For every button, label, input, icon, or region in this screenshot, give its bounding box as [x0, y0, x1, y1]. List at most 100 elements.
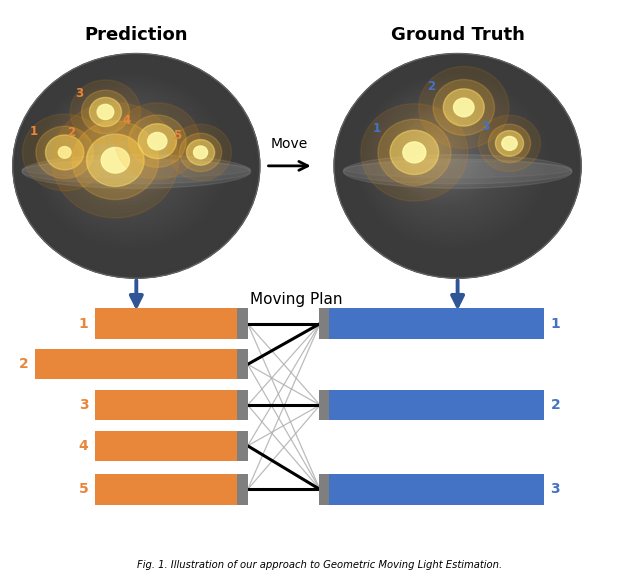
- Text: 3: 3: [550, 482, 560, 496]
- Text: 2: 2: [67, 126, 75, 139]
- Ellipse shape: [22, 161, 251, 178]
- Circle shape: [415, 127, 465, 172]
- Circle shape: [90, 97, 122, 126]
- Circle shape: [63, 100, 187, 212]
- Circle shape: [422, 134, 454, 162]
- Circle shape: [355, 72, 552, 251]
- Bar: [319, 390, 329, 420]
- Circle shape: [337, 56, 577, 275]
- Circle shape: [428, 139, 446, 155]
- Circle shape: [109, 141, 122, 152]
- Circle shape: [364, 81, 538, 239]
- Text: Move: Move: [271, 137, 308, 151]
- Bar: [321, 390, 544, 420]
- Ellipse shape: [343, 155, 572, 189]
- Circle shape: [420, 132, 457, 165]
- Circle shape: [408, 120, 476, 182]
- Circle shape: [357, 74, 548, 249]
- Circle shape: [405, 118, 479, 186]
- Circle shape: [502, 136, 517, 150]
- Text: 3: 3: [79, 398, 88, 412]
- Circle shape: [58, 95, 195, 219]
- Bar: [319, 308, 329, 339]
- Text: Fig. 1. Illustration of our approach to Geometric Moving Light Estimation.: Fig. 1. Illustration of our approach to …: [138, 559, 502, 570]
- Circle shape: [367, 83, 534, 235]
- Circle shape: [403, 142, 426, 163]
- Circle shape: [430, 141, 443, 152]
- Ellipse shape: [22, 159, 251, 184]
- Circle shape: [111, 143, 118, 149]
- Bar: [237, 431, 248, 461]
- Circle shape: [170, 124, 232, 180]
- Circle shape: [18, 58, 253, 272]
- Circle shape: [413, 125, 468, 176]
- Circle shape: [400, 113, 486, 192]
- Circle shape: [81, 116, 161, 189]
- Circle shape: [419, 66, 509, 148]
- Circle shape: [43, 81, 216, 239]
- Circle shape: [179, 133, 221, 172]
- Ellipse shape: [22, 155, 251, 189]
- Circle shape: [148, 133, 167, 150]
- Bar: [95, 431, 246, 461]
- Circle shape: [390, 104, 501, 205]
- Circle shape: [342, 61, 570, 268]
- Circle shape: [390, 130, 438, 175]
- Bar: [95, 308, 246, 339]
- Circle shape: [48, 86, 209, 232]
- Text: 2: 2: [427, 80, 435, 93]
- Text: 3: 3: [75, 87, 83, 100]
- Circle shape: [372, 88, 527, 229]
- Circle shape: [72, 121, 159, 200]
- Circle shape: [15, 56, 256, 275]
- Circle shape: [68, 104, 180, 205]
- Bar: [237, 308, 248, 339]
- Bar: [321, 308, 544, 339]
- Circle shape: [26, 65, 242, 262]
- Text: 1: 1: [550, 317, 560, 331]
- Circle shape: [186, 140, 214, 165]
- Circle shape: [349, 68, 559, 258]
- Circle shape: [495, 130, 524, 156]
- Ellipse shape: [343, 161, 572, 178]
- Circle shape: [28, 68, 238, 258]
- Circle shape: [403, 116, 483, 189]
- Circle shape: [36, 126, 93, 179]
- Circle shape: [138, 124, 177, 159]
- Bar: [237, 474, 248, 505]
- Circle shape: [385, 100, 508, 212]
- Circle shape: [101, 134, 132, 162]
- Circle shape: [70, 80, 141, 144]
- Circle shape: [479, 115, 540, 172]
- Text: 5: 5: [79, 482, 88, 496]
- Circle shape: [97, 130, 140, 169]
- Text: 1: 1: [372, 122, 380, 134]
- Circle shape: [362, 79, 541, 242]
- Circle shape: [51, 88, 205, 229]
- Circle shape: [92, 125, 147, 176]
- Text: 4: 4: [122, 114, 131, 127]
- Circle shape: [74, 109, 172, 198]
- Circle shape: [101, 147, 129, 173]
- Circle shape: [360, 77, 545, 245]
- Circle shape: [361, 104, 468, 201]
- Circle shape: [433, 143, 439, 149]
- Circle shape: [339, 58, 574, 272]
- Text: 4: 4: [79, 439, 88, 453]
- Text: Ground Truth: Ground Truth: [390, 26, 525, 44]
- Circle shape: [13, 54, 260, 278]
- Circle shape: [97, 104, 114, 119]
- Circle shape: [347, 65, 563, 262]
- Text: 1: 1: [79, 317, 88, 331]
- Text: 1: 1: [29, 126, 38, 139]
- Circle shape: [334, 54, 581, 278]
- Circle shape: [433, 80, 495, 136]
- Text: Prediction: Prediction: [84, 26, 188, 44]
- Circle shape: [369, 86, 530, 232]
- Ellipse shape: [343, 159, 572, 184]
- Circle shape: [488, 124, 531, 162]
- Circle shape: [53, 90, 202, 225]
- Circle shape: [36, 74, 227, 249]
- Circle shape: [45, 135, 84, 170]
- Bar: [237, 349, 248, 379]
